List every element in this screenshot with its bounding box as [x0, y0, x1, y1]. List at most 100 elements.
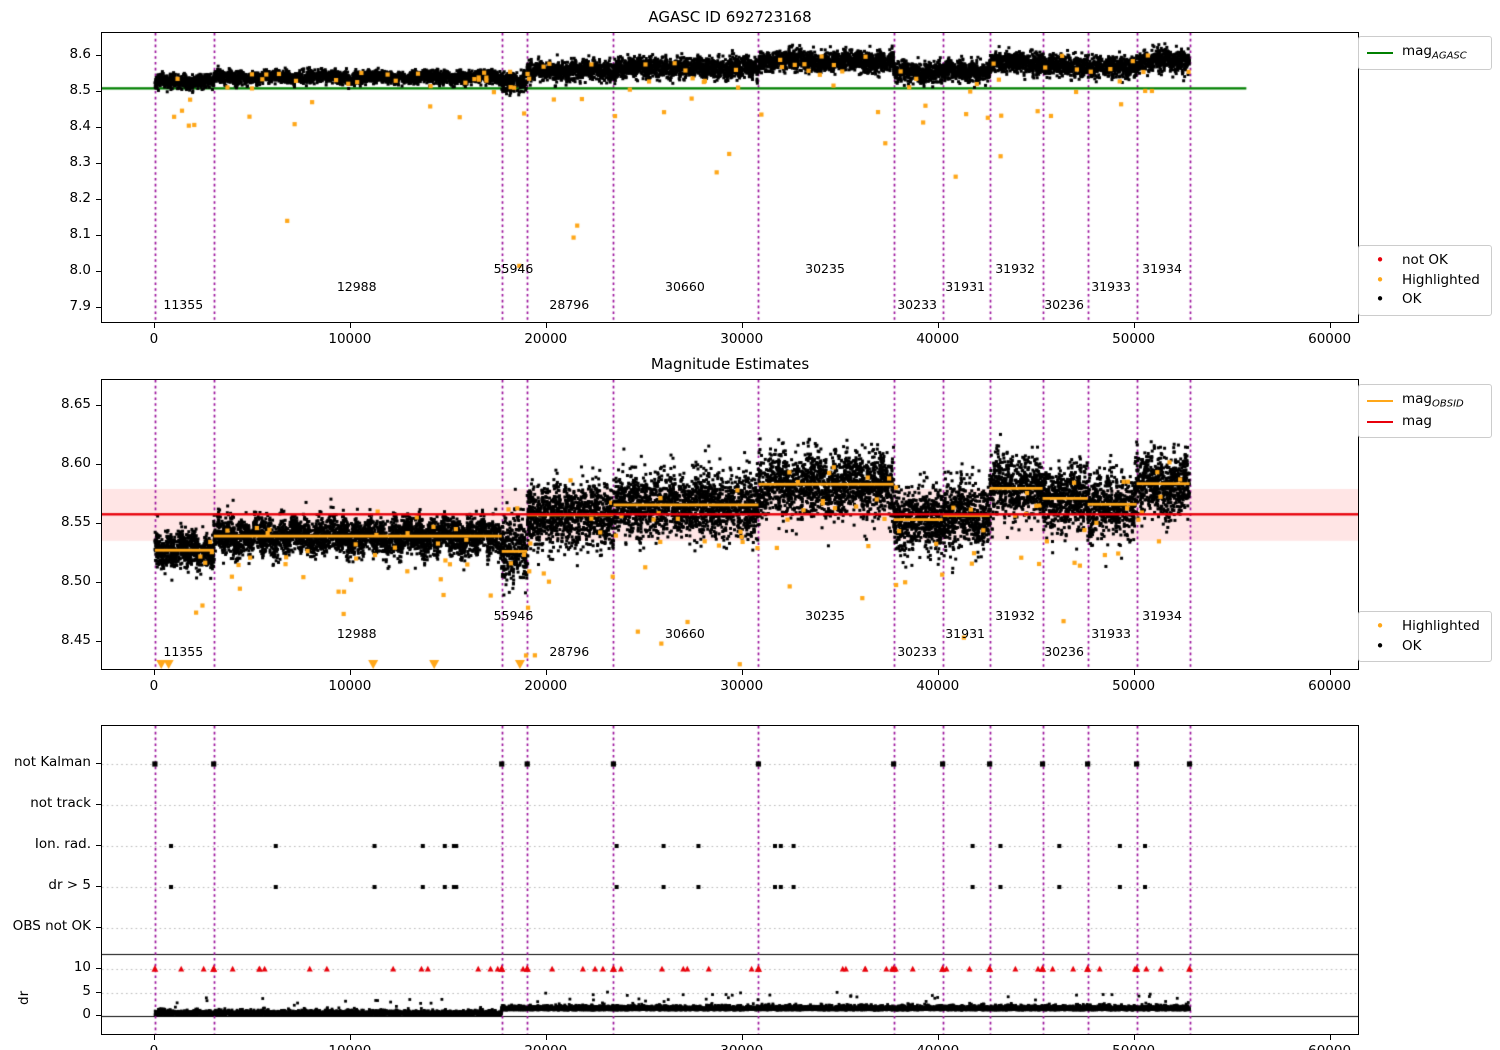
obsid-label: 31934 [1142, 608, 1182, 623]
x-tick-label: 30000 [720, 678, 764, 694]
obsid-label: 55946 [493, 261, 534, 276]
y-tick [96, 640, 101, 642]
legend-label: magOBSID [1402, 391, 1464, 410]
flag-tick [96, 886, 101, 887]
flag-tick [96, 763, 101, 764]
legend-line-swatch [1367, 51, 1393, 55]
dr-tick [96, 991, 101, 993]
x-tick [741, 1035, 743, 1040]
y-tick-label: 7.9 [69, 297, 91, 314]
obsid-label: 30236 [1044, 644, 1084, 659]
flag-label: dr > 5 [48, 877, 91, 893]
legend-label: magAGASC [1402, 43, 1467, 62]
x-tick [1329, 670, 1331, 675]
x-tick [545, 323, 547, 328]
x-tick-label: 0 [149, 678, 159, 694]
y-tick [96, 234, 101, 236]
legend-label: mag [1402, 413, 1432, 430]
obsid-label: 30236 [1044, 297, 1084, 312]
x-tick-label: 0 [109, 1043, 199, 1050]
legend-point-classes-top[interactable]: • not OK • Highlighted • OK [1358, 245, 1492, 316]
obsid-label: 28796 [549, 297, 590, 312]
x-tick [1133, 1035, 1135, 1040]
flag-tick [96, 927, 101, 928]
axes-bottom [101, 725, 1359, 1035]
y-tick [96, 163, 101, 165]
legend-dot-swatch: • [1375, 617, 1385, 636]
obsid-label: 31934 [1142, 261, 1182, 276]
y-tick-label: 8.2 [69, 190, 91, 207]
obsid-label: 31931 [945, 279, 985, 294]
legend-dot-swatch: • [1375, 290, 1385, 309]
y-tick [96, 306, 101, 308]
x-tick-label: 50000 [1089, 1043, 1179, 1050]
legend-entry[interactable]: • Highlighted [1367, 271, 1483, 291]
legend-entry[interactable]: • OK [1367, 637, 1483, 657]
x-tick-label: 50000 [1112, 678, 1156, 694]
legend-label: OK [1402, 291, 1422, 308]
obsid-label: 30660 [665, 626, 705, 641]
obsid-label: 30233 [897, 297, 937, 312]
obsid-label: 30235 [805, 608, 845, 623]
x-tick-label: 40000 [916, 678, 960, 694]
x-tick [349, 1035, 351, 1040]
legend-entry[interactable]: • Highlighted [1367, 617, 1483, 637]
y-tick-label: 8.3 [69, 154, 91, 171]
x-tick [153, 670, 155, 675]
legend-entry[interactable]: magAGASC [1367, 42, 1483, 64]
y-tick-label: 8.4 [69, 118, 91, 135]
flag-tick [96, 845, 101, 846]
flags-canvas-bottom [102, 726, 1358, 1034]
y-tick-label: 8.50 [60, 572, 91, 589]
y-tick-label: 8.6 [69, 46, 91, 63]
obsid-label: 12988 [336, 626, 377, 641]
y-tick [96, 404, 101, 406]
legend-entry[interactable]: • OK [1367, 290, 1483, 310]
x-tick [937, 323, 939, 328]
legend-sublabel: OBSID [1432, 398, 1464, 410]
x-tick-label: 40000 [916, 331, 960, 347]
obsid-label: 11355 [163, 644, 204, 659]
x-tick [741, 670, 743, 675]
x-tick-label: 60000 [1308, 678, 1352, 694]
obsid-label: 30660 [665, 279, 705, 294]
x-tick-label: 10000 [305, 1043, 395, 1050]
dr-tick [96, 968, 101, 970]
flag-label: not track [30, 795, 91, 811]
x-tick [937, 670, 939, 675]
x-tick [1329, 323, 1331, 328]
legend-entry[interactable]: mag [1367, 412, 1483, 432]
obsid-label: 28796 [549, 644, 590, 659]
x-tick-label: 20000 [524, 331, 568, 347]
y-tick-label: 8.45 [60, 631, 91, 648]
x-tick [937, 1035, 939, 1040]
obsid-label: 31933 [1091, 279, 1131, 294]
obsid-label: 11355 [163, 297, 204, 312]
scatter-canvas-middle [102, 380, 1358, 669]
y-tick [96, 91, 101, 93]
dr-tick-label: 10 [73, 959, 91, 976]
flag-label: not Kalman [13, 754, 91, 770]
legend-mag-agasc[interactable]: magAGASC [1358, 36, 1492, 71]
x-tick-label: 20000 [524, 678, 568, 694]
x-tick-label: 30000 [720, 331, 764, 347]
legend-mag-lines[interactable]: magOBSID mag [1358, 384, 1492, 438]
legend-point-classes-middle[interactable]: • Highlighted • OK [1358, 611, 1492, 663]
legend-line-swatch [1367, 399, 1393, 403]
y-tick [96, 581, 101, 583]
axes-top [101, 32, 1359, 323]
x-tick-label: 60000 [1308, 331, 1352, 347]
legend-entry[interactable]: • not OK [1367, 251, 1483, 271]
y-tick [96, 127, 101, 129]
flag-label: Ion. rad. [34, 836, 91, 852]
legend-dot-swatch: • [1375, 636, 1385, 655]
y-tick [96, 270, 101, 272]
legend-entry[interactable]: magOBSID [1367, 390, 1483, 412]
y-tick-label: 8.55 [60, 513, 91, 530]
x-tick [1133, 670, 1135, 675]
y-tick [96, 522, 101, 524]
y-tick [96, 463, 101, 465]
x-tick [349, 670, 351, 675]
x-tick [153, 323, 155, 328]
x-tick [545, 670, 547, 675]
